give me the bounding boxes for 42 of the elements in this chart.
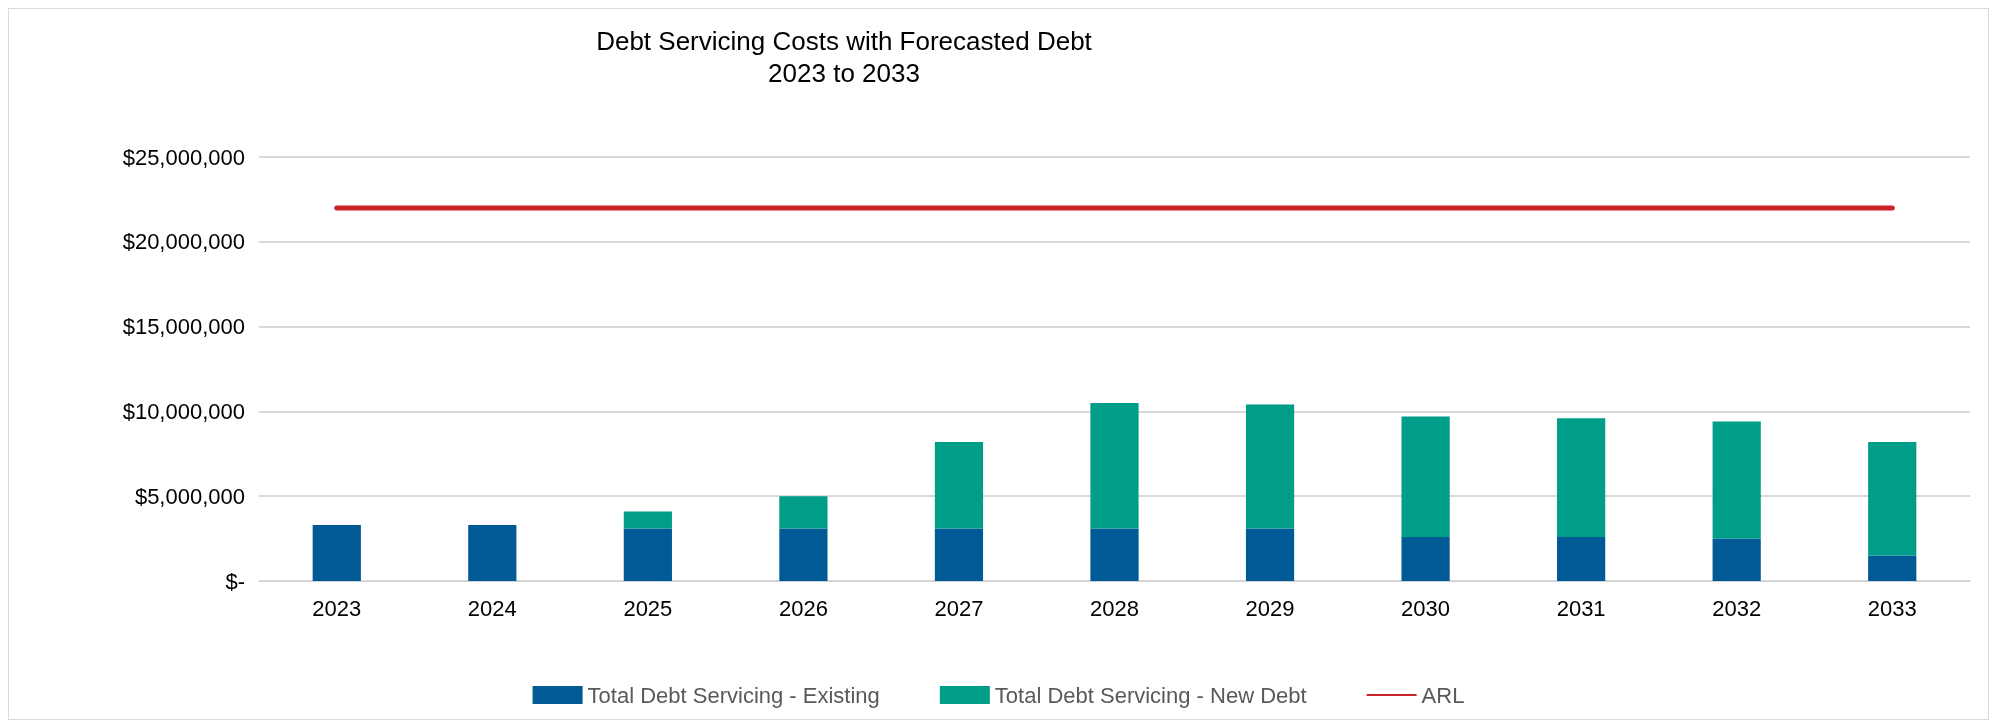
bar <box>1712 538 1761 581</box>
legend-label: Total Debt Servicing - Existing <box>587 682 880 708</box>
x-tick-label: 2028 <box>1090 595 1139 621</box>
bar <box>1712 421 1761 539</box>
chart-title: Debt Servicing Costs with Forecasted Debt <box>596 26 1093 56</box>
x-tick-label: 2029 <box>1245 595 1295 621</box>
bar <box>623 528 672 581</box>
x-tick-label: 2023 <box>312 595 362 621</box>
y-tick-label: $25,000,000 <box>122 144 245 170</box>
bar <box>1557 536 1606 581</box>
x-tick-label: 2024 <box>467 595 517 621</box>
bar <box>1245 528 1295 581</box>
bar <box>1090 402 1139 529</box>
x-tick-label: 2031 <box>1556 595 1606 621</box>
legend-label: ARL <box>1421 682 1465 708</box>
bar <box>934 528 984 581</box>
x-tick-label: 2027 <box>934 595 984 621</box>
bar <box>779 496 828 529</box>
bar <box>623 511 672 529</box>
bar <box>1401 536 1450 581</box>
legend-label: Total Debt Servicing - New Debt <box>994 682 1307 708</box>
x-tick-label: 2033 <box>1867 595 1917 621</box>
y-tick-label: $10,000,000 <box>122 398 245 424</box>
y-tick-label: $- <box>225 568 245 594</box>
x-tick-label: 2032 <box>1712 595 1762 621</box>
bar <box>1090 528 1139 581</box>
x-tick-label: 2030 <box>1401 595 1451 621</box>
y-tick-label: $5,000,000 <box>134 483 245 509</box>
bar <box>1245 404 1295 529</box>
bar <box>1401 416 1450 537</box>
y-tick-label: $20,000,000 <box>122 229 245 255</box>
bar <box>1868 441 1917 556</box>
chart-subtitle: 2023 to 2033 <box>768 58 920 88</box>
bar <box>779 528 828 581</box>
bar <box>312 525 361 581</box>
bar <box>468 525 517 581</box>
x-tick-label: 2026 <box>778 595 828 621</box>
bar <box>934 441 984 529</box>
bar <box>1868 555 1917 581</box>
y-tick-label: $15,000,000 <box>122 314 245 340</box>
bar <box>1557 418 1606 537</box>
x-tick-label: 2025 <box>623 595 673 621</box>
